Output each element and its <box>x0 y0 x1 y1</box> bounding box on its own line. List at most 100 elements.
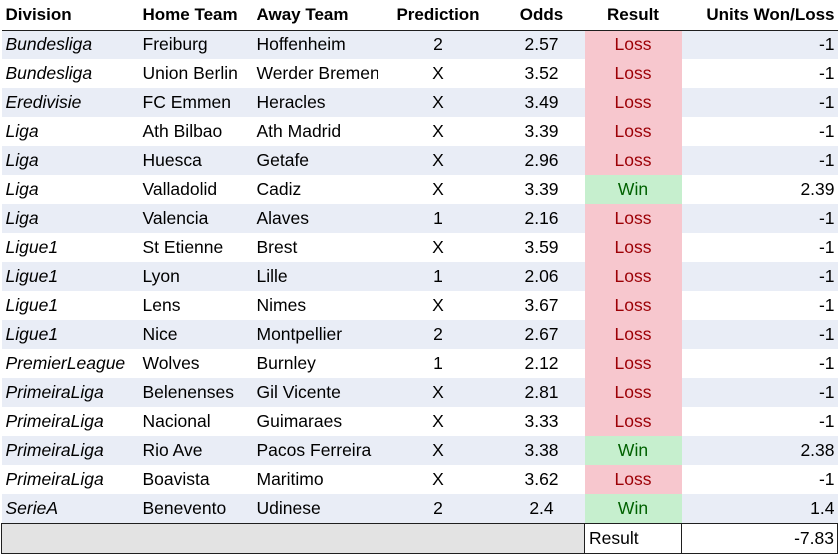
cell-result: Loss <box>584 146 682 175</box>
header-row: Division Home Team Away Team Prediction … <box>1 1 838 31</box>
cell-result: Loss <box>584 291 682 320</box>
cell-units: -1 <box>681 320 838 349</box>
cell-home-team: Wolves <box>138 349 253 378</box>
cell-home-team: Belenenses <box>138 378 253 407</box>
total-value: -7.83 <box>681 522 838 554</box>
cell-home-team: Union Berlin <box>138 59 253 88</box>
cell-units: -1 <box>681 204 838 233</box>
cell-odds: 3.62 <box>498 465 585 494</box>
cell-away-team: Werder Bremen <box>252 59 378 88</box>
cell-away-team: Heracles <box>252 88 378 117</box>
cell-prediction: 1 <box>377 349 499 378</box>
cell-prediction: X <box>377 465 499 494</box>
cell-division: Bundesliga <box>1 59 139 88</box>
cell-division: Liga <box>1 204 139 233</box>
cell-home-team: Freiburg <box>138 30 253 59</box>
table-row: Ligue1 St Etienne Brest X 3.59 Loss -1 <box>1 233 838 262</box>
cell-prediction: 2 <box>377 494 499 523</box>
table-row: PrimeiraLiga Rio Ave Pacos Ferreira X 3.38 Wi… <box>1 436 838 465</box>
cell-result: Loss <box>584 59 682 88</box>
table-row: Liga Valencia Alaves 1 2.16 Loss -1 <box>1 204 838 233</box>
total-filler <box>252 522 378 554</box>
cell-result: Win <box>584 494 682 523</box>
table-footer: Result -7.83 <box>1 522 838 554</box>
cell-prediction: X <box>377 146 499 175</box>
cell-odds: 3.38 <box>498 436 585 465</box>
cell-home-team: Nice <box>138 320 253 349</box>
cell-away-team: Getafe <box>252 146 378 175</box>
table-row: Ligue1 Lens Nimes X 3.67 Loss -1 <box>1 291 838 320</box>
cell-division: Ligue1 <box>1 233 139 262</box>
cell-result: Loss <box>584 407 682 436</box>
cell-division: Liga <box>1 146 139 175</box>
cell-home-team: Lens <box>138 291 253 320</box>
cell-away-team: Montpellier <box>252 320 378 349</box>
header-units: Units Won/Loss <box>681 1 838 31</box>
table-row: PrimeiraLiga Belenenses Gil Vicente X 2.81 Lo… <box>1 378 838 407</box>
cell-division: Bundesliga <box>1 30 139 59</box>
cell-result: Loss <box>584 117 682 146</box>
cell-prediction: 1 <box>377 262 499 291</box>
cell-division: PrimeiraLiga <box>1 465 139 494</box>
cell-away-team: Udinese <box>252 494 378 523</box>
table-row: PrimeiraLiga Nacional Guimaraes X 3.33 Loss -1 <box>1 407 838 436</box>
cell-division: PrimeiraLiga <box>1 407 139 436</box>
cell-odds: 2.16 <box>498 204 585 233</box>
cell-result: Loss <box>584 378 682 407</box>
cell-away-team: Ath Madrid <box>252 117 378 146</box>
cell-home-team: Valencia <box>138 204 253 233</box>
cell-prediction: X <box>377 175 499 204</box>
cell-odds: 3.52 <box>498 59 585 88</box>
total-filler <box>1 522 139 554</box>
cell-division: Ligue1 <box>1 320 139 349</box>
cell-units: -1 <box>681 291 838 320</box>
cell-units: -1 <box>681 30 838 59</box>
cell-odds: 3.67 <box>498 291 585 320</box>
cell-odds: 2.12 <box>498 349 585 378</box>
cell-away-team: Guimaraes <box>252 407 378 436</box>
cell-units: -1 <box>681 407 838 436</box>
cell-away-team: Pacos Ferreira <box>252 436 378 465</box>
cell-odds: 2.67 <box>498 320 585 349</box>
cell-away-team: Cadiz <box>252 175 378 204</box>
cell-home-team: Valladolid <box>138 175 253 204</box>
cell-units: -1 <box>681 88 838 117</box>
cell-home-team: St Etienne <box>138 233 253 262</box>
cell-prediction: X <box>377 88 499 117</box>
cell-units: 2.39 <box>681 175 838 204</box>
cell-odds: 2.06 <box>498 262 585 291</box>
header-result: Result <box>584 1 682 31</box>
total-filler <box>498 522 585 554</box>
cell-division: Ligue1 <box>1 291 139 320</box>
cell-home-team: FC Emmen <box>138 88 253 117</box>
cell-odds: 3.59 <box>498 233 585 262</box>
cell-result: Loss <box>584 204 682 233</box>
cell-units: -1 <box>681 59 838 88</box>
cell-away-team: Maritimo <box>252 465 378 494</box>
cell-division: Liga <box>1 175 139 204</box>
header-prediction: Prediction <box>377 1 499 31</box>
cell-division: Liga <box>1 117 139 146</box>
header-odds: Odds <box>498 1 585 31</box>
cell-division: SerieA <box>1 494 139 523</box>
cell-units: -1 <box>681 233 838 262</box>
cell-odds: 2.57 <box>498 30 585 59</box>
cell-result: Loss <box>584 465 682 494</box>
table-row: Liga Huesca Getafe X 2.96 Loss -1 <box>1 146 838 175</box>
table-row: Liga Ath Bilbao Ath Madrid X 3.39 Loss -1 <box>1 117 838 146</box>
table-row: Eredivisie FC Emmen Heracles X 3.49 Loss -1 <box>1 88 838 117</box>
header-division: Division <box>1 1 139 31</box>
cell-division: Ligue1 <box>1 262 139 291</box>
cell-odds: 3.39 <box>498 175 585 204</box>
header-home-team: Home Team <box>138 1 253 31</box>
cell-prediction: X <box>377 291 499 320</box>
table-row: PrimeiraLiga Boavista Maritimo X 3.62 Loss -1 <box>1 465 838 494</box>
cell-away-team: Brest <box>252 233 378 262</box>
cell-away-team: Hoffenheim <box>252 30 378 59</box>
cell-result: Win <box>584 175 682 204</box>
cell-home-team: Huesca <box>138 146 253 175</box>
cell-units: 1.4 <box>681 494 838 523</box>
cell-odds: 3.39 <box>498 117 585 146</box>
cell-odds: 2.4 <box>498 494 585 523</box>
cell-home-team: Rio Ave <box>138 436 253 465</box>
